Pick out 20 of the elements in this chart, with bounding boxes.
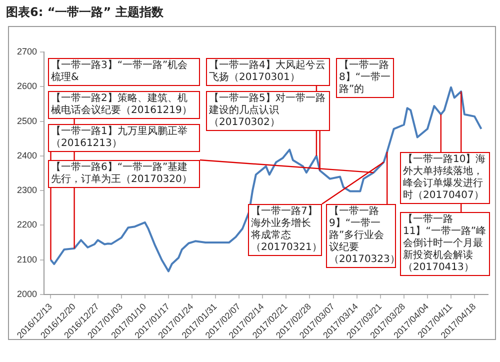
annotation: 【一带一路8】“一带一路”的: [336, 58, 394, 98]
annotation: 【一带一路3】“一带一路”机会梳理&: [48, 58, 200, 86]
annotation: 【一带一路5】对一带一路建设的几点认识（20170302）: [206, 91, 330, 131]
annotation: 【一带一路9】“一带一路”多行业会议纪要（20170323）: [328, 204, 400, 267]
y-tick-label: 2300: [16, 185, 38, 196]
annotation: 【一带一路11】“一带一路”峰会倒计时一个月最新投资机会解读（20170413）: [400, 212, 490, 276]
y-tick-label: 2500: [16, 116, 38, 126]
annotation: 【一带一路4】大风起兮云飞扬（20170301）: [206, 58, 330, 86]
annotation: 【一带一路2】策略、建筑、机械电话会议纪要（20161219）: [48, 91, 200, 119]
y-tick-label: 2400: [16, 150, 38, 160]
chart-title: 图表6: “一带一路” 主题指数: [6, 4, 164, 21]
annotation: 【一带一路10】海外大单持续落地，峰会订单爆发进行时（20170407）: [400, 152, 490, 204]
y-tick-label: 2700: [16, 46, 38, 56]
y-tick-label: 2000: [16, 288, 38, 299]
annotation: 【一带一路1】九万里风鹏正举（20161213）: [48, 124, 200, 152]
y-tick-label: 2100: [16, 254, 38, 264]
y-tick-label: 2200: [16, 220, 38, 230]
annotation: 【一带一路7】海外业务增长将成常态（20170321）: [248, 204, 322, 256]
annotation: 【一带一路6】“一带一路”基建先行，订单为王（20170320）: [48, 160, 200, 188]
y-tick-label: 2600: [16, 81, 38, 92]
